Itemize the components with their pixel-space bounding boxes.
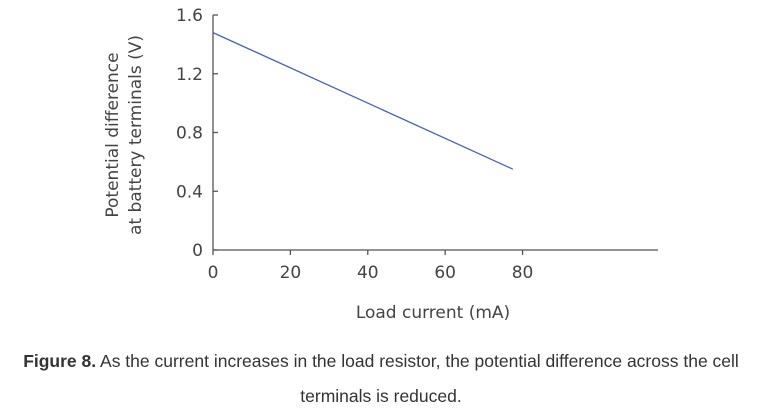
series bbox=[212, 32, 514, 170]
chart: Potential difference at battery terminal… bbox=[103, 6, 658, 323]
y-tick-label: 0.4 bbox=[176, 182, 203, 202]
caption-label: Figure 8. bbox=[23, 351, 97, 371]
x-tick-label: 20 bbox=[280, 263, 302, 283]
y-ticks: 0 0.4 0.8 1.2 1.6 bbox=[176, 6, 218, 261]
x-tick-label: 80 bbox=[512, 263, 534, 283]
series-line bbox=[212, 32, 514, 170]
y-tick-label: 0 bbox=[192, 241, 203, 261]
y-tick-label: 1.6 bbox=[176, 6, 203, 26]
x-tick-label: 40 bbox=[357, 263, 379, 283]
figure-caption: Figure 8. As the current increases in th… bbox=[0, 344, 762, 414]
caption-text: As the current increases in the load res… bbox=[96, 351, 739, 406]
x-tick-label: 60 bbox=[434, 263, 456, 283]
y-tick-label: 1.2 bbox=[176, 65, 203, 85]
y-axis-title-line-2: at battery terminals (V) bbox=[126, 35, 146, 235]
y-axis-title-line-1: Potential difference bbox=[103, 52, 123, 217]
x-tick-label: 0 bbox=[208, 263, 219, 283]
y-tick-label: 0.8 bbox=[176, 124, 203, 144]
x-ticks: 0 20 40 60 80 bbox=[208, 250, 534, 283]
x-axis-title: Load current (mA) bbox=[356, 303, 510, 323]
y-axis-title: Potential difference at battery terminal… bbox=[103, 35, 146, 235]
